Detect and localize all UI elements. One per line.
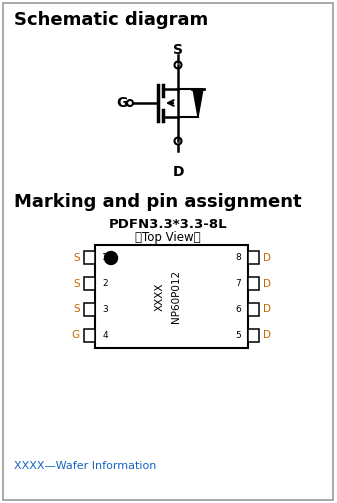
Text: D: D [263,279,271,289]
Text: 8: 8 [235,254,241,263]
Text: 3: 3 [102,305,108,314]
Text: 7: 7 [235,279,241,288]
Bar [95,245,248,348]
Bar [84,277,95,290]
Text: 2: 2 [102,279,108,288]
Text: G: G [116,96,127,110]
Bar [248,303,259,316]
Text: NP60P012: NP60P012 [172,270,182,323]
Text: Schematic diagram: Schematic diagram [14,11,208,29]
Text: D: D [263,330,271,340]
Bar [248,252,259,265]
Text: 6: 6 [235,305,241,314]
Text: D: D [263,304,271,314]
Bar [248,328,259,342]
Text: S: S [173,43,183,57]
Text: XXXX—Wafer Information: XXXX—Wafer Information [14,461,156,471]
Circle shape [104,252,118,265]
Text: Marking and pin assignment: Marking and pin assignment [14,193,302,211]
Text: S: S [73,279,80,289]
Bar [84,303,95,316]
Text: D: D [263,253,271,263]
Bar [84,328,95,342]
Bar [84,252,95,265]
Text: PDFN3.3*3.3-8L: PDFN3.3*3.3-8L [109,218,227,231]
Text: S: S [73,304,80,314]
Text: （Top View）: （Top View） [135,231,201,244]
Text: 1: 1 [102,254,108,263]
Text: S: S [73,253,80,263]
Text: G: G [72,330,80,340]
Text: D: D [172,165,184,179]
Text: 5: 5 [235,330,241,340]
Text: 4: 4 [102,330,108,340]
Bar [248,277,259,290]
Polygon shape [193,89,203,117]
Text: XXXX: XXXX [154,282,164,311]
